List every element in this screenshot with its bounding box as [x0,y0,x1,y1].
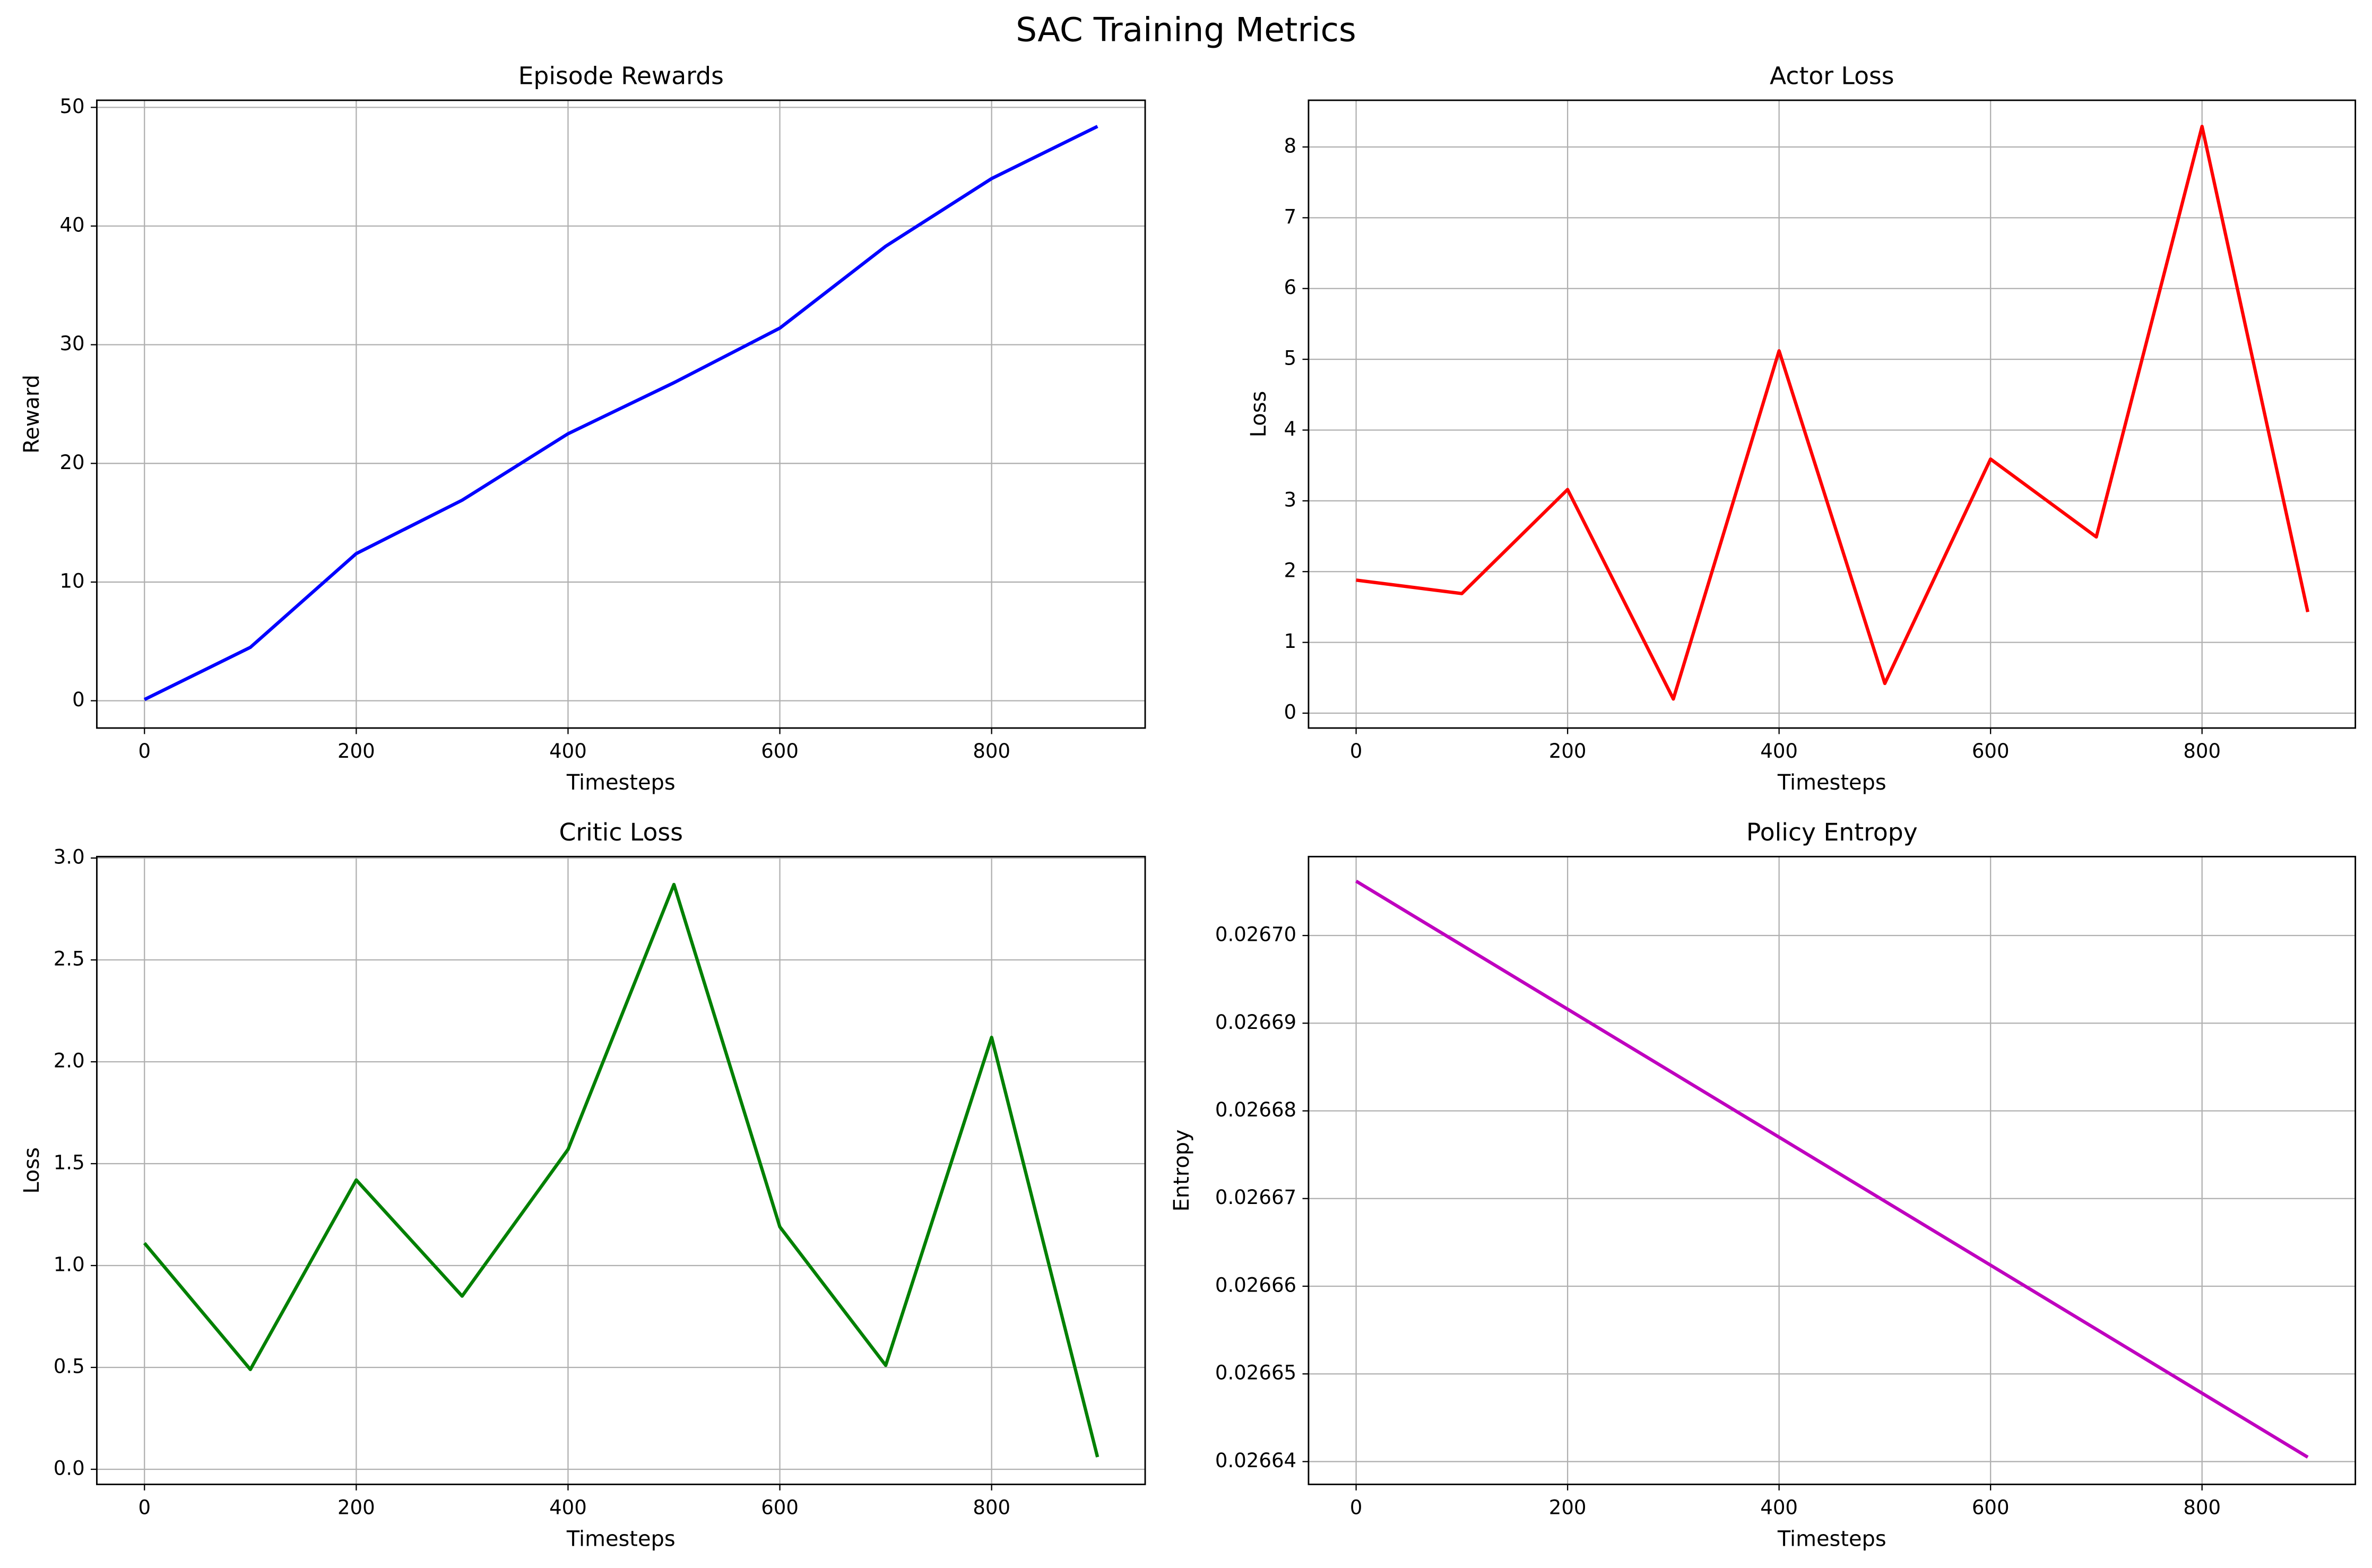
y-tick-label: 10 [59,569,84,592]
y-tick-label: 2 [1284,559,1297,582]
y-tick-label: 2.0 [54,1050,85,1072]
x-tick-label: 400 [549,1496,587,1519]
y-tick-label: 0.5 [54,1355,85,1378]
y-tick-label: 0.02666 [1215,1274,1296,1296]
x-tick-label: 600 [1972,740,2010,763]
x-axis-label: Timesteps [566,770,676,795]
y-tick-label: 2.5 [54,948,85,971]
x-tick-label: 0 [138,1496,151,1519]
y-tick-label: 0.0 [54,1457,85,1479]
x-tick-label: 600 [1972,1496,2010,1519]
plot-frame [1308,99,2357,729]
y-tick-label: 4 [1284,418,1297,440]
data-line [143,125,1098,701]
plot-frame [96,855,1146,1485]
x-tick-label: 800 [973,1496,1010,1519]
x-tick-label: 200 [337,740,375,763]
x-tick-label: 200 [337,1496,375,1519]
x-tick-label: 800 [2183,740,2221,763]
x-tick-label: 800 [973,740,1010,763]
data-line [1356,125,2310,701]
chart-title: Episode Rewards [518,62,724,90]
y-tick-label: 50 [59,95,84,118]
chart-title: Policy Entropy [1746,818,1918,846]
chart-title: Actor Loss [1770,62,1894,90]
x-tick-label: 200 [1549,740,1587,763]
y-tick-label: 20 [59,451,84,474]
x-axis-label: Timesteps [1777,1527,1886,1551]
y-tick-label: 6 [1284,276,1297,299]
x-tick-label: 400 [1760,740,1798,763]
y-tick-label: 5 [1284,347,1297,370]
y-axis-label: Reward [20,375,44,454]
y-tick-label: 0.02668 [1215,1098,1296,1121]
y-tick-label: 7 [1284,205,1297,228]
y-tick-label: 0.02670 [1215,923,1296,946]
x-tick-label: 400 [549,740,587,763]
y-tick-label: 0.02664 [1215,1449,1296,1472]
x-tick-label: 200 [1549,1496,1587,1519]
chart-title: Critic Loss [559,818,683,846]
y-tick-label: 1.0 [54,1253,85,1276]
y-tick-label: 0.02667 [1215,1186,1296,1209]
data-line [1355,879,2309,1459]
y-axis-label: Loss [1246,391,1271,438]
y-tick-label: 0 [72,688,85,711]
plot-frame [1308,855,2357,1485]
x-tick-label: 0 [1350,740,1363,763]
y-tick-label: 40 [59,214,84,237]
x-tick-label: 0 [138,740,151,763]
y-tick-label: 0.02665 [1215,1362,1296,1384]
y-tick-label: 3 [1284,488,1297,511]
y-tick-label: 30 [59,332,84,355]
data-line [143,882,1100,1458]
y-tick-label: 3.0 [54,846,85,869]
figure-title: SAC Training Metrics [1016,11,1356,49]
x-tick-label: 800 [2183,1496,2221,1519]
x-axis-label: Timesteps [566,1527,676,1551]
x-tick-label: 600 [761,1496,799,1519]
y-tick-label: 1.5 [54,1151,85,1174]
y-tick-label: 0.02669 [1215,1011,1296,1034]
x-tick-label: 400 [1760,1496,1798,1519]
plot-frame [96,99,1146,729]
y-axis-label: Entropy [1170,1129,1194,1211]
x-tick-label: 0 [1350,1496,1363,1519]
y-tick-label: 1 [1284,630,1297,653]
y-tick-label: 0 [1284,701,1297,724]
x-tick-label: 600 [761,740,799,763]
y-axis-label: Loss [20,1147,44,1194]
y-tick-label: 8 [1284,134,1297,157]
x-axis-label: Timesteps [1777,770,1886,795]
